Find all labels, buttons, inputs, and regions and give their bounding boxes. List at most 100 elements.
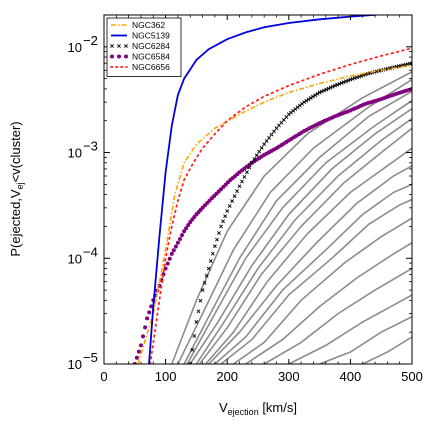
x-tick-label: 0 bbox=[100, 369, 107, 384]
series-ngc6584-point bbox=[134, 355, 139, 360]
series-ngc6284-point bbox=[219, 224, 223, 229]
series-curves bbox=[132, 15, 412, 364]
series-ngc6284-point bbox=[225, 209, 230, 213]
legend-ngc6584-swatch bbox=[124, 54, 128, 59]
series-ngc6584-point bbox=[180, 233, 184, 238]
gray-curves bbox=[171, 71, 412, 364]
series-ngc6284-point bbox=[242, 174, 247, 179]
series-ngc6284-point bbox=[341, 80, 346, 85]
legend-ngc6584-swatch bbox=[117, 54, 121, 59]
legend-box bbox=[106, 17, 182, 77]
series-ngc6284-point bbox=[192, 334, 197, 338]
series-ngc6284-point bbox=[264, 139, 269, 143]
series-ngc6284-point bbox=[204, 273, 209, 278]
gray-curve-16 bbox=[362, 336, 412, 364]
gray-curve-6 bbox=[198, 127, 412, 364]
series-ngc6284-point bbox=[348, 77, 353, 82]
series-ngc6284-point bbox=[326, 86, 331, 91]
series-ngc6284-point bbox=[304, 98, 309, 103]
series-ngc6284-point bbox=[339, 81, 344, 85]
y-tick-label-exponent: −2 bbox=[83, 33, 98, 48]
series-ngc6584-point bbox=[171, 248, 176, 253]
series-ngc6284-markers bbox=[188, 61, 412, 364]
series-ngc6584-point bbox=[136, 349, 141, 354]
series-ngc6284-point bbox=[244, 170, 249, 175]
series-ngc6584-point bbox=[175, 240, 180, 245]
series-ngc6284-point bbox=[198, 298, 203, 303]
series-ngc6284-point bbox=[210, 251, 215, 256]
series-ngc6284-point bbox=[196, 309, 201, 314]
series-ngc6284-point bbox=[352, 76, 357, 80]
series-ngc6284-point bbox=[302, 100, 307, 105]
gray-curve-14 bbox=[288, 294, 412, 364]
series-ngc6584-markers bbox=[132, 86, 412, 364]
x-axis-label: Vejection [km/s] bbox=[219, 400, 297, 417]
series-ngc6584-point bbox=[167, 256, 172, 261]
series-ngc6584-point bbox=[178, 237, 182, 241]
series-ngc6284-point bbox=[202, 280, 207, 285]
series-ngc6284-point bbox=[333, 83, 337, 88]
series-ngc6284-point bbox=[215, 237, 219, 242]
legend-ngc6284-label: NGC6284 bbox=[132, 41, 170, 51]
series-ngc6284-point bbox=[335, 82, 340, 87]
series-ngc6284-point bbox=[328, 85, 333, 90]
series-ngc6284-point bbox=[208, 259, 213, 264]
series-ngc6284-point bbox=[237, 184, 242, 189]
gray-curve-1 bbox=[177, 78, 412, 364]
y-tick-label: 10 bbox=[68, 146, 82, 161]
series-ngc6284-point bbox=[346, 78, 351, 83]
series-ngc6584-point bbox=[147, 310, 152, 315]
y-tick-label-exponent: −3 bbox=[83, 139, 98, 154]
series-ngc6284-point bbox=[315, 91, 320, 96]
y-axis-label: P(ejected,Vej<v(cluster) bbox=[8, 121, 25, 256]
series-ngc6284-point bbox=[317, 90, 322, 95]
series-ngc6284-point bbox=[235, 189, 239, 194]
series-ngc6584-point bbox=[145, 316, 150, 321]
gray-curve-9 bbox=[214, 183, 412, 364]
y-axis: 10−510−410−310−2 bbox=[68, 33, 412, 372]
gray-curve-13 bbox=[263, 267, 412, 364]
gray-curve-5 bbox=[195, 117, 412, 364]
series-ngc6584-point bbox=[141, 334, 145, 339]
series-ngc6284-point bbox=[308, 96, 313, 100]
series-ngc6284-point bbox=[355, 75, 359, 80]
series-ngc6584-point bbox=[143, 325, 148, 330]
series-ngc6284-point bbox=[230, 199, 235, 204]
gray-curve-12 bbox=[245, 242, 412, 364]
series-ngc6584-point bbox=[149, 304, 154, 309]
series-ngc6284-point bbox=[410, 61, 412, 66]
series-ngc6284-point bbox=[357, 74, 362, 79]
series-ngc362-line bbox=[137, 64, 412, 364]
series-ngc6584-point bbox=[165, 261, 170, 266]
series-ngc6284-point bbox=[206, 266, 211, 271]
legend-ngc6584-swatch bbox=[110, 54, 114, 59]
x-axis: 0 100 200 300 400 500 bbox=[100, 15, 423, 384]
series-ngc6656-line bbox=[149, 47, 412, 364]
x-tick-label: 200 bbox=[216, 369, 238, 384]
series-ngc6284-point bbox=[262, 142, 267, 147]
y-tick-label-exponent: −4 bbox=[83, 244, 98, 259]
gray-curve-10 bbox=[220, 198, 412, 364]
series-ngc6284-point bbox=[223, 214, 228, 219]
series-ngc6284-point bbox=[344, 79, 348, 84]
series-ngc6284-point bbox=[240, 179, 244, 184]
series-ngc6284-point bbox=[311, 94, 315, 99]
legend-ngc5139-label: NGC5139 bbox=[132, 31, 170, 41]
series-ngc6284-point bbox=[306, 97, 311, 102]
y-tick-label-exponent: −5 bbox=[83, 350, 98, 365]
series-ngc6284-point bbox=[190, 348, 195, 352]
series-ngc6284-point bbox=[247, 165, 252, 170]
legend-ngc6284-swatch bbox=[110, 44, 114, 48]
x-tick-label: 100 bbox=[155, 369, 177, 384]
x-tick-label: 300 bbox=[278, 369, 300, 384]
series-ngc6284-point bbox=[324, 87, 329, 92]
gray-curve-7 bbox=[204, 147, 412, 364]
y-tick-label: 10 bbox=[68, 357, 82, 372]
series-ngc6284-point bbox=[313, 93, 318, 98]
series-ngc6284-point bbox=[337, 81, 342, 86]
gray-curve-8 bbox=[208, 165, 412, 364]
series-ngc6284-point bbox=[272, 129, 276, 134]
